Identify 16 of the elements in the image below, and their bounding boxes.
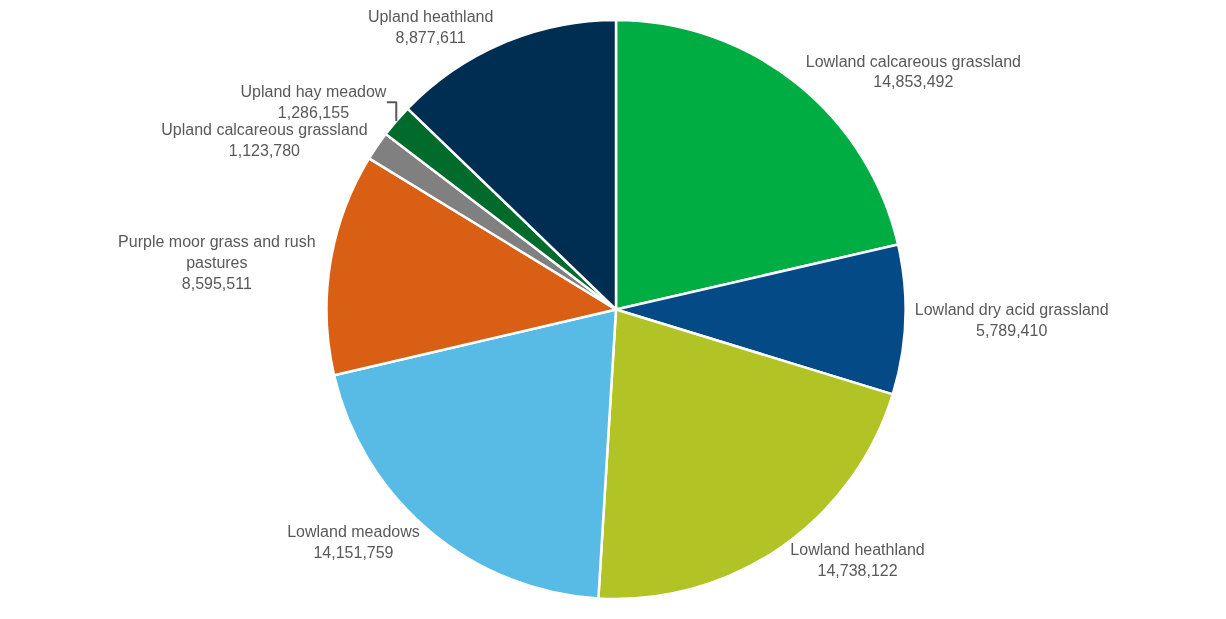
data-label: 1,123,780 xyxy=(228,141,301,159)
data-label: 8,595,511 xyxy=(181,274,252,292)
slice-label: Lowland meadows xyxy=(287,522,420,540)
slice-label: Lowland calcareous grassland xyxy=(805,52,1021,70)
data-label: 14,853,492 xyxy=(873,73,954,91)
data-label: 5,789,410 xyxy=(976,321,1048,339)
slice-label: Purple moor grass and rush pastures xyxy=(118,233,316,272)
data-label: 1,286,155 xyxy=(277,104,350,122)
data-label: 14,738,122 xyxy=(817,562,898,580)
data-label: 8,877,611 xyxy=(395,28,466,46)
slice-label: Upland heathland xyxy=(367,8,494,26)
slice-label: Upland hay meadow xyxy=(240,83,387,101)
data-label: 14,151,759 xyxy=(313,543,394,561)
slice-label: Lowland heathland xyxy=(790,541,925,559)
slice-label: Upland calcareous grassland xyxy=(161,121,368,139)
slice-label: Lowland dry acid grassland xyxy=(914,300,1109,318)
